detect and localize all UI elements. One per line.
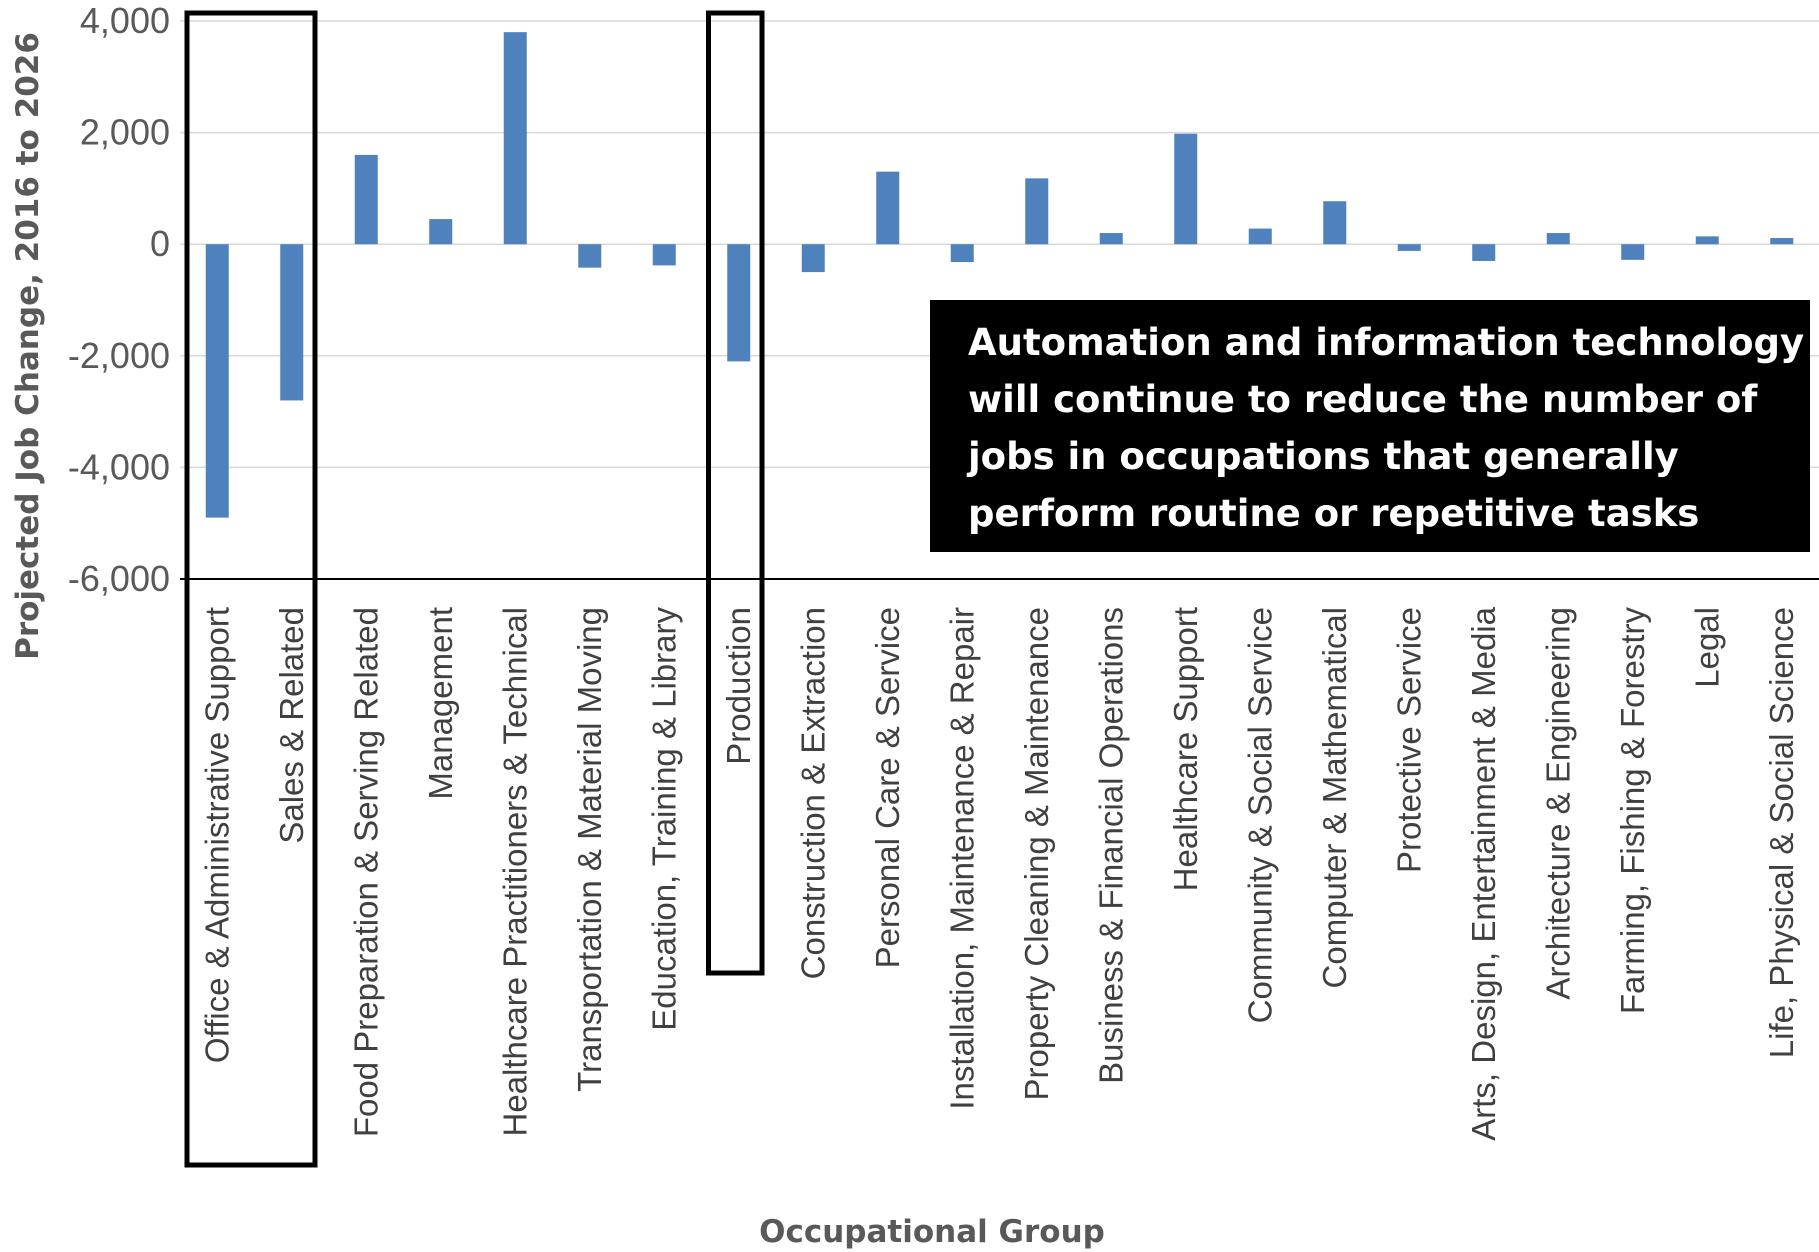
highlight-box (184, 10, 318, 1168)
x-tick-label: Protective Service (1390, 607, 1427, 873)
bar (1472, 244, 1496, 261)
x-tick-label: Installation, Maintenance & Repair (943, 607, 980, 1110)
x-tick-label: Business & Financial Operations (1092, 607, 1129, 1084)
bar (1323, 201, 1347, 245)
bar (1099, 233, 1123, 245)
y-tick-label: -6,000 (68, 558, 170, 599)
highlight-boxes (184, 10, 765, 1168)
bar (1770, 238, 1794, 245)
x-tick-label: Management (422, 607, 459, 800)
y-tick-label: 0 (150, 223, 170, 264)
x-tick-label: Personal Care & Service (869, 607, 906, 968)
bar (950, 244, 974, 263)
bar (1174, 133, 1198, 245)
x-tick-label: Life, Physical & Social Science (1763, 607, 1800, 1058)
x-tick-label: Education, Training & Library (645, 607, 682, 1031)
annotation-line: jobs in occupations that generally (968, 435, 1679, 478)
highlight-box (706, 10, 765, 976)
x-tick-label: Farming, Fishing & Forestry (1614, 607, 1651, 1015)
x-tick-label: Transportation & Material Moving (571, 607, 608, 1092)
annotation-callout: Automation and information technology wi… (930, 300, 1810, 552)
x-tick-label: Sales & Related (273, 607, 310, 844)
bar (1546, 233, 1570, 245)
bar (1025, 178, 1049, 245)
y-axis-title: Projected Job Change, 2016 to 2026 (10, 32, 46, 660)
bar (876, 171, 900, 245)
x-tick-label: Community & Social Service (1241, 607, 1278, 1023)
annotation-line: perform routine or repetitive tasks (968, 492, 1700, 535)
bar (429, 219, 453, 245)
bar (280, 244, 304, 401)
x-tick-label: Healthcare Practitioners & Technical (496, 607, 533, 1136)
y-axis-ticks: 4,000 2,000 0 -2,000 -4,000 -6,000 (68, 0, 170, 599)
y-tick-label: -4,000 (68, 446, 170, 487)
bars (205, 32, 1794, 518)
x-tick-label: Legal (1688, 607, 1725, 688)
x-axis-title: Occupational Group (759, 1214, 1105, 1250)
bar (1248, 228, 1272, 245)
bar (354, 154, 378, 245)
bar (1397, 244, 1421, 251)
bar (727, 244, 751, 362)
y-tick-label: -2,000 (68, 335, 170, 376)
bar (578, 244, 602, 268)
bar (1621, 244, 1645, 260)
bar (801, 244, 825, 273)
x-tick-label: Architecture & Engineering (1539, 607, 1576, 1000)
annotation-line: will continue to reduce the number of (968, 378, 1758, 421)
x-tick-label: Healthcare Support (1167, 607, 1204, 891)
x-tick-label: Production (720, 607, 757, 765)
bar (1695, 236, 1719, 245)
y-tick-label: 4,000 (80, 0, 170, 41)
x-axis-category-labels: Office & Administrative Support Sales & R… (198, 606, 1800, 1140)
x-tick-label: Construction & Extraction (794, 607, 831, 979)
bar (205, 244, 229, 518)
x-tick-label: Property Cleaning & Maintenance (1018, 607, 1055, 1100)
annotation-line: Automation and information technology (968, 321, 1805, 364)
y-tick-label: 2,000 (80, 112, 170, 153)
x-tick-label: Office & Administrative Support (198, 607, 235, 1063)
x-tick-label: Food Preparation & Serving Related (347, 607, 384, 1137)
bar (652, 244, 676, 266)
x-tick-label: Arts, Design, Entertainment & Media (1465, 606, 1502, 1140)
bar (503, 32, 527, 245)
x-tick-label: Computer & Mathematical (1316, 607, 1353, 988)
